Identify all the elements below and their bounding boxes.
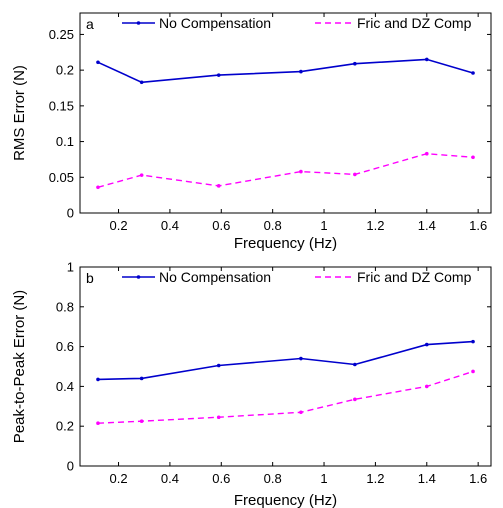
chart-panel-a: 0.2 0.4 0.6 0.8 1 1.2 1.4 1.6 0 0.05 0.1 0.15 0.2 0.2…: [11, 12, 492, 252]
legend-marker: [136, 275, 141, 279]
chart-panel-b: 0.2 0.4 0.6 0.8 1 1.2 1.4 1.6 0 0.2 0.4 0.6 0.8 1 Freq…: [11, 260, 492, 508]
data-point: [299, 410, 303, 415]
data-point: [353, 61, 357, 66]
y-tick-label: 0.2: [56, 419, 74, 434]
y-tick-label: 0.6: [56, 339, 74, 354]
y-tick-label: 0.2: [56, 63, 74, 78]
x-tick-label: 0.2: [109, 471, 127, 486]
data-point: [424, 384, 429, 389]
legend: No Compensation Fric and DZ Comp: [122, 15, 472, 31]
data-point: [424, 342, 429, 347]
y-tick-label: 0.15: [49, 98, 74, 113]
x-tick-label: 1: [320, 471, 327, 486]
data-point: [216, 415, 221, 420]
data-point: [216, 73, 221, 77]
x-tick-label: 1.2: [366, 471, 384, 486]
data-point: [424, 151, 429, 156]
data-point: [139, 80, 144, 85]
x-tick-label: 0.2: [109, 218, 127, 233]
x-tick-label: 1: [320, 218, 327, 233]
data-point: [216, 184, 221, 188]
y-tick-label: 0: [67, 206, 74, 221]
data-point: [471, 71, 475, 75]
data-point: [299, 69, 303, 74]
y-axis-label: RMS Error (N): [11, 65, 28, 161]
legend-entry: Fric and DZ Comp: [357, 15, 472, 31]
data-point: [299, 356, 303, 361]
y-tick-label: 0.8: [56, 299, 74, 314]
data-point: [96, 421, 100, 426]
data-point: [424, 57, 429, 62]
x-tick-label: 1.2: [366, 218, 384, 233]
data-point: [353, 362, 357, 367]
y-tick-label: 0.05: [49, 170, 74, 185]
x-tick-label: 0.6: [212, 471, 230, 486]
data-point: [471, 369, 475, 374]
legend-entry: No Compensation: [159, 15, 271, 31]
data-point: [216, 363, 221, 368]
data-point: [299, 169, 303, 174]
x-tick-label: 1.4: [418, 471, 436, 486]
legend-entry: No Compensation: [159, 269, 271, 285]
legend: No Compensation Fric and DZ Comp: [122, 269, 472, 285]
x-axis-label: Frequency (Hz): [234, 492, 337, 508]
axes-frame: [79, 266, 492, 467]
x-tick-label: 1.6: [469, 218, 487, 233]
data-point: [139, 376, 144, 381]
legend-entry: Fric and DZ Comp: [357, 269, 472, 285]
data-point: [471, 155, 475, 160]
data-point: [471, 339, 475, 344]
x-tick-label: 0.4: [161, 471, 179, 486]
x-tick-label: 1.6: [469, 471, 487, 486]
data-point: [353, 172, 357, 177]
data-point: [353, 397, 357, 402]
x-tick-label: 0.4: [161, 218, 179, 233]
data-point: [139, 419, 144, 424]
y-tick-label: 0.4: [56, 379, 74, 394]
data-point: [96, 185, 100, 190]
x-tick-label: 0.6: [212, 218, 230, 233]
y-axis-label: Peak-to-Peak Error (N): [11, 290, 28, 443]
x-tick-label: 1.4: [418, 218, 436, 233]
legend-marker: [136, 21, 141, 25]
x-tick-label: 0.8: [264, 218, 282, 233]
x-tick-label: 0.8: [264, 471, 282, 486]
y-tick-label: 0: [67, 459, 74, 474]
data-point: [139, 173, 144, 177]
axes-frame: [79, 12, 492, 214]
y-tick-label: 1: [67, 260, 74, 275]
data-point: [96, 377, 100, 382]
y-tick-label: 0.1: [56, 134, 74, 149]
panel-label: a: [86, 16, 94, 32]
panel-label: b: [86, 270, 94, 286]
data-point: [96, 60, 100, 65]
y-tick-label: 0.25: [49, 27, 74, 42]
x-axis-label: Frequency (Hz): [234, 235, 337, 252]
